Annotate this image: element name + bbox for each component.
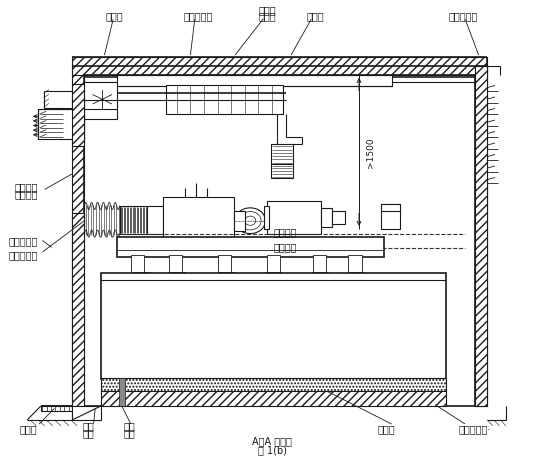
Text: 消声器吊带: 消声器吊带 bbox=[184, 11, 213, 22]
Bar bbox=[72, 213, 84, 406]
Bar bbox=[101, 378, 446, 392]
Text: 隔振层: 隔振层 bbox=[378, 424, 395, 434]
Bar bbox=[169, 256, 182, 273]
Text: 排风扇: 排风扇 bbox=[106, 11, 123, 22]
Bar bbox=[147, 207, 163, 234]
Text: A－A 剖面图: A－A 剖面图 bbox=[252, 436, 292, 446]
Text: >1500: >1500 bbox=[366, 138, 375, 168]
Bar bbox=[117, 76, 392, 87]
Text: 排水: 排水 bbox=[83, 420, 95, 431]
Text: 固定托板: 固定托板 bbox=[14, 189, 38, 199]
Text: 消声器: 消声器 bbox=[259, 5, 276, 15]
Bar bbox=[131, 256, 144, 273]
Bar bbox=[101, 392, 446, 406]
Bar bbox=[169, 272, 185, 278]
Bar bbox=[84, 83, 117, 119]
Text: 消声器: 消声器 bbox=[307, 11, 324, 22]
Bar bbox=[163, 197, 234, 239]
Bar bbox=[332, 211, 345, 225]
Bar bbox=[119, 378, 125, 406]
Text: 支承梁: 支承梁 bbox=[259, 11, 276, 21]
Bar bbox=[271, 164, 293, 179]
Text: 曲轴轴线: 曲轴轴线 bbox=[274, 242, 297, 252]
Bar bbox=[348, 256, 362, 273]
Bar bbox=[381, 204, 400, 211]
Bar bbox=[267, 202, 321, 234]
Text: 混凝土基础·: 混凝土基础· bbox=[458, 424, 491, 434]
Bar bbox=[120, 207, 147, 234]
Bar bbox=[321, 209, 332, 227]
Bar bbox=[72, 67, 84, 406]
Bar bbox=[218, 272, 234, 278]
Bar bbox=[264, 207, 269, 230]
Bar bbox=[117, 238, 384, 257]
Bar bbox=[166, 86, 283, 115]
Bar bbox=[271, 145, 293, 165]
Bar bbox=[133, 272, 150, 278]
Bar bbox=[265, 272, 281, 278]
Bar bbox=[381, 204, 400, 230]
Text: 橡胶: 橡胶 bbox=[123, 420, 135, 431]
Bar bbox=[313, 256, 326, 273]
Bar bbox=[218, 256, 231, 273]
Bar bbox=[72, 406, 101, 420]
Text: 风扇轴线: 风扇轴线 bbox=[274, 226, 297, 236]
Text: 进风百叶窗: 进风百叶窗 bbox=[449, 11, 478, 22]
Bar bbox=[38, 110, 84, 140]
Bar bbox=[348, 272, 364, 278]
Bar bbox=[41, 406, 72, 411]
Text: 柔性导风筒: 柔性导风筒 bbox=[9, 250, 38, 260]
Text: 隔热材料: 隔热材料 bbox=[14, 181, 38, 191]
Text: 封口: 封口 bbox=[123, 427, 135, 437]
Bar bbox=[72, 85, 84, 147]
Bar bbox=[312, 272, 328, 278]
Bar bbox=[101, 273, 446, 379]
Bar bbox=[84, 76, 475, 83]
Bar bbox=[475, 67, 487, 406]
Bar bbox=[234, 211, 245, 232]
Text: 地沟盖: 地沟盖 bbox=[20, 424, 37, 434]
Bar bbox=[475, 67, 487, 406]
Bar bbox=[72, 57, 487, 76]
Bar bbox=[267, 256, 280, 273]
Text: 排风百叶窗: 排风百叶窗 bbox=[9, 236, 38, 246]
Polygon shape bbox=[239, 280, 272, 367]
Text: 图 1(b): 图 1(b) bbox=[257, 444, 287, 454]
Text: 地沟: 地沟 bbox=[83, 427, 95, 437]
